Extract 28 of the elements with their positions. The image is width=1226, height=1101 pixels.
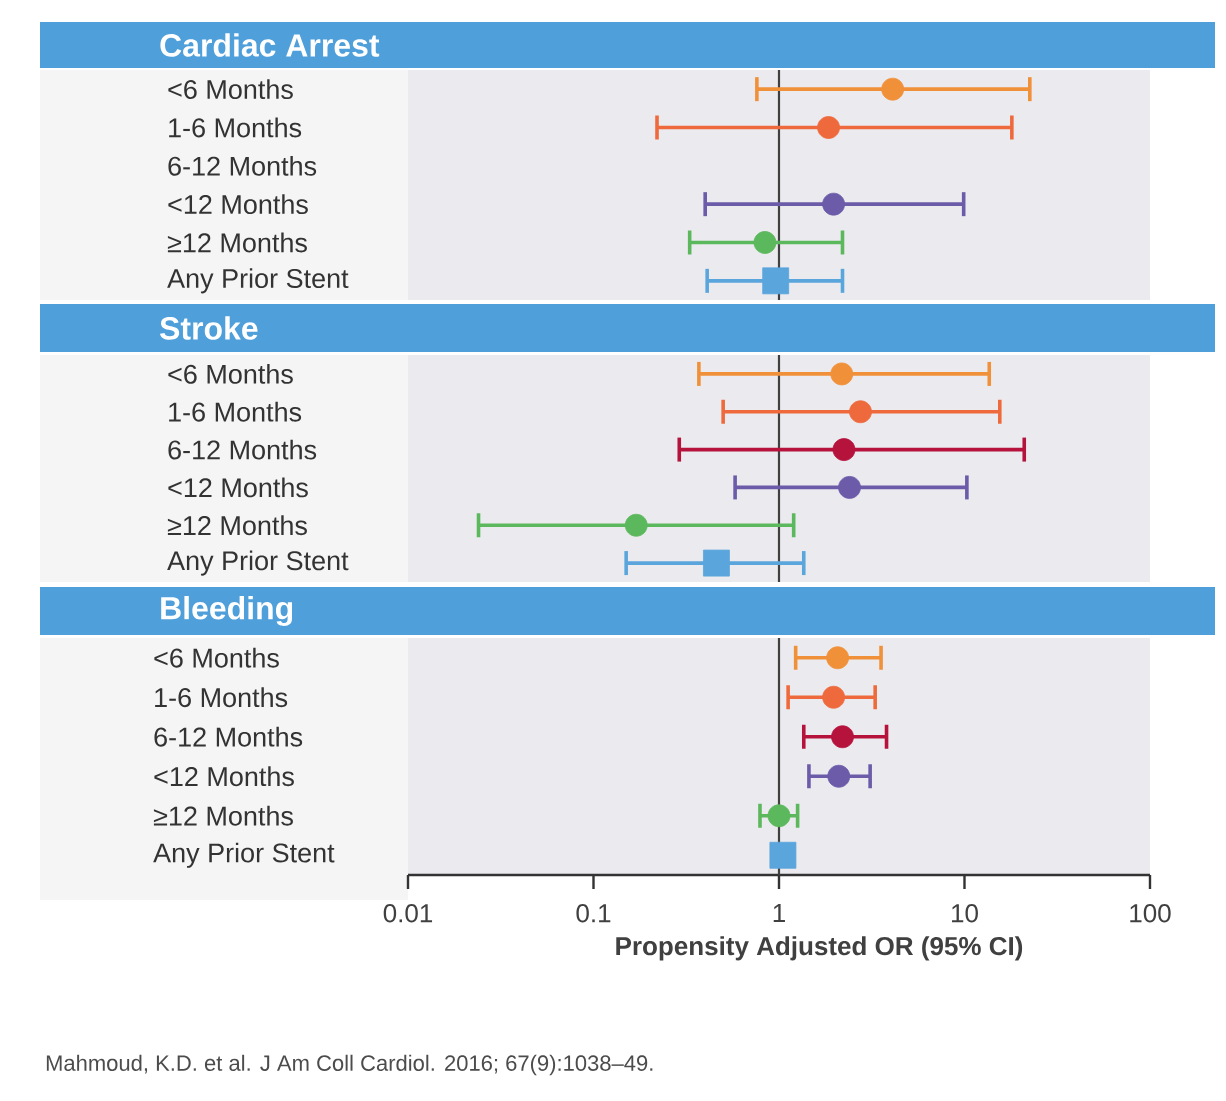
y-tick-label: <12 Months [168,194,308,215]
y-tick-label: 6-12 Months [168,439,317,460]
y-tick-label: ≥12 Months [167,515,307,536]
chart-title: Cardiac Arrest [160,33,380,57]
y-tick-label: 6-12 Months [154,726,303,747]
x-axis-title: Propensity Adjusted OR (95% CI) [616,936,1023,961]
y-tick-label: 1-6 Months [169,117,302,138]
chart-title: Bleeding [161,596,293,626]
x-tick-label: 0.01 [383,904,433,923]
x-tick-label: 10 [952,904,978,923]
x-tick-label: 100 [1130,904,1171,923]
y-tick-label: <6 Months [154,647,279,668]
y-tick-label: 1-6 Months [155,687,288,708]
x-tick-label: 0.1 [576,904,611,923]
y-tick-label: Any Prior Stent [153,842,335,868]
y-tick-label: <12 Months [154,766,294,787]
y-tick-label: Any Prior Stent [167,550,349,576]
chart-title: Stroke [159,316,258,340]
y-tick-label: <6 Months [168,364,293,384]
y-tick-label: ≥12 Months [153,805,293,826]
y-tick-label: <12 Months [168,477,308,498]
x-tick-label: 1 [773,904,785,922]
y-tick-label: 1-6 Months [169,401,302,422]
y-tick-label: 6-12 Months [168,155,317,176]
text: Mahmoud, K.D. et al. J Am Coll Cardiol. 2016; 67(9):1038–49. [46,1054,653,1076]
y-tick-label: <6 Months [168,79,293,100]
y-tick-label: ≥12 Months [167,232,307,253]
y-tick-label: Any Prior Stent [167,268,349,294]
